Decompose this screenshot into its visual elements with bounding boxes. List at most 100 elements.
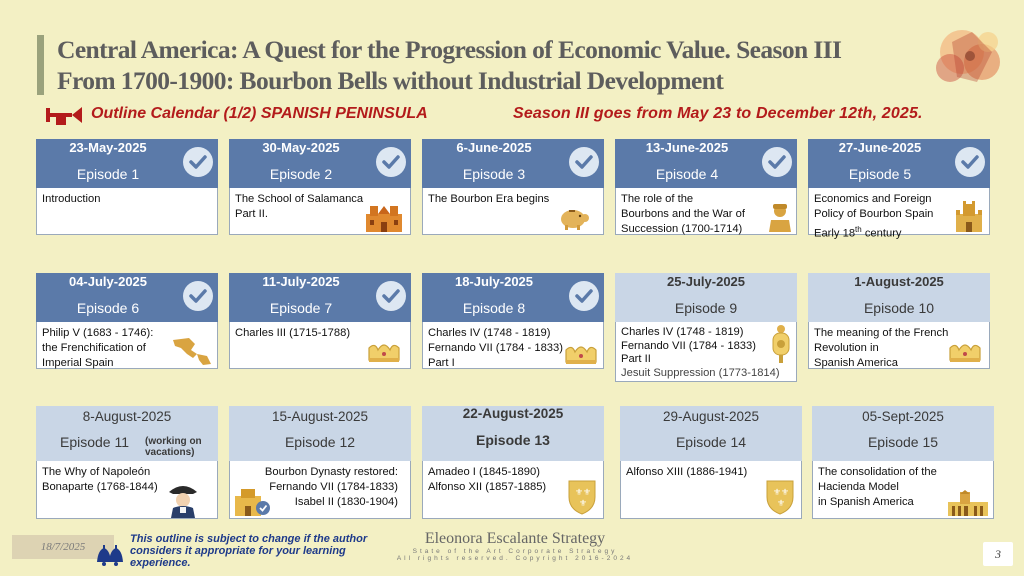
episode-number: Episode 9 xyxy=(674,300,738,316)
episode-card[interactable]: 05-Sept-2025 Episode 15 The consolidatio… xyxy=(812,406,994,519)
episode-description: Bourbon Dynasty restored: Fernando VII (… xyxy=(229,461,411,519)
episode-card[interactable]: 6-June-2025 Episode 3 The Bourbon Era be… xyxy=(422,139,604,235)
episode-card-header: 22-August-2025 Episode 13 xyxy=(422,406,604,461)
episode-card[interactable]: 8-August-2025 Episode 11 (working on vac… xyxy=(36,406,218,519)
outline-title: Outline Calendar (1/2) SPANISH PENINSULA xyxy=(91,105,428,122)
napoleon-icon xyxy=(169,486,197,518)
episode-description: Alfonso XIII (1886-1941) ⚜ ⚜ ⚜ xyxy=(620,461,802,519)
bells-icon xyxy=(97,545,123,566)
episode-card-header: 23-May-2025 Episode 1 xyxy=(36,139,218,188)
brand-block: Eleonora Escalante Strategy State of the… xyxy=(390,530,640,562)
hacienda-icon xyxy=(948,490,988,516)
episode-card-header: 15-August-2025 Episode 12 xyxy=(229,406,411,461)
episode-card-header: 6-June-2025 Episode 3 xyxy=(422,139,604,188)
episode-description: Economics and Foreign Policy of Bourbon … xyxy=(808,188,990,240)
herald-trumpet-icon xyxy=(46,107,82,125)
episode-number: Episode 14 xyxy=(675,434,747,450)
episode-card[interactable]: 23-May-2025 Episode 1 Introduction xyxy=(36,139,218,235)
episode-card[interactable]: 04-July-2025 Episode 6 Philip V (1683 - … xyxy=(36,273,218,369)
title-accent-bar xyxy=(37,35,44,95)
episode-card-header: 1-August-2025 Episode 10 xyxy=(808,273,990,322)
episode-number: Episode 5 xyxy=(848,166,912,182)
check-circle-icon xyxy=(762,147,792,177)
cathedral-icon xyxy=(366,206,402,232)
episode-date: 05-Sept-2025 xyxy=(862,409,944,424)
brand-tagline: State of the Art Corporate Strategy xyxy=(412,548,618,555)
check-circle-icon xyxy=(183,281,213,311)
disclaimer: This outline is subject to change if the… xyxy=(130,533,368,569)
episode-card-header: 8-August-2025 Episode 11 (working on vac… xyxy=(36,406,218,461)
svg-text:⚜: ⚜ xyxy=(583,488,591,498)
episode-card[interactable]: 13-June-2025 Episode 4 The role of the B… xyxy=(615,139,797,235)
episode-date: 27-June-2025 xyxy=(838,140,922,155)
episode-description: The Why of Napoleón Bonaparte (1768-1844… xyxy=(36,461,218,519)
episode-card[interactable]: 18-July-2025 Episode 8 Charles IV (1748 … xyxy=(422,273,604,369)
episode-description: Amadeo I (1845-1890) Alfonso XII (1857-1… xyxy=(422,461,604,519)
episode-number: Episode 3 xyxy=(462,166,526,182)
episode-card-header: 25-July-2025 Episode 9 xyxy=(615,273,797,322)
svg-text:⚜: ⚜ xyxy=(579,499,587,509)
episode-card-header: 11-July-2025 Episode 7 xyxy=(229,273,411,322)
crown-icon xyxy=(949,344,981,362)
episode-number: Episode 2 xyxy=(269,166,333,182)
episode-date: 25-July-2025 xyxy=(666,274,746,289)
episode-card-header: 18-July-2025 Episode 8 xyxy=(422,273,604,322)
episode-card[interactable]: 1-August-2025 Episode 10 The meaning of … xyxy=(808,273,990,369)
svg-text:⚜: ⚜ xyxy=(777,499,785,509)
check-circle-icon xyxy=(376,281,406,311)
title-line-2: From 1700-1900: Bourbon Bells without In… xyxy=(57,66,724,95)
episode-date: 30-May-2025 xyxy=(262,140,340,155)
copyright: All rights reserved. Copyright 2016-2024 xyxy=(396,555,634,562)
episode-date: 8-August-2025 xyxy=(82,409,172,424)
episode-number: Episode 1 xyxy=(76,166,140,182)
svg-text:⚜: ⚜ xyxy=(773,488,781,498)
episode-description: The consolidation of the Hacienda Model … xyxy=(812,461,994,519)
page-number: 3 xyxy=(983,542,1013,566)
soldier-icon xyxy=(769,204,791,232)
royal-emblem-icon xyxy=(772,325,790,363)
episode-card[interactable]: 30-May-2025 Episode 2 The School of Sala… xyxy=(229,139,411,235)
fleur-de-lis-shield-icon: ⚜ ⚜ ⚜ xyxy=(766,480,794,515)
episode-card[interactable]: 27-June-2025 Episode 5 Economics and For… xyxy=(808,139,990,240)
episode-card[interactable]: 29-August-2025 Episode 14 Alfonso XIII (… xyxy=(620,406,802,519)
episode-number: Episode 15 xyxy=(867,434,939,450)
svg-text:⚜: ⚜ xyxy=(575,488,583,498)
episode-number: Episode 10 xyxy=(863,300,935,316)
episode-description: Charles IV (1748 - 1819) Fernando VII (1… xyxy=(615,322,797,382)
check-circle-icon xyxy=(376,147,406,177)
episode-card[interactable]: 11-July-2025 Episode 7 Charles III (1715… xyxy=(229,273,411,369)
title-line-1: Central America: A Quest for the Progres… xyxy=(57,35,842,64)
episode-date: 22-August-2025 xyxy=(462,406,564,421)
piggy-bank-icon xyxy=(561,210,589,230)
episode-card-header: 05-Sept-2025 Episode 15 xyxy=(812,406,994,461)
episode-description: The School of Salamanca Part II. xyxy=(229,188,411,235)
episode-card[interactable]: 25-July-2025 Episode 9 Charles IV (1748 … xyxy=(615,273,797,382)
episode-card[interactable]: 22-August-2025 Episode 13 Amadeo I (1845… xyxy=(422,406,604,519)
episode-description: Philip V (1683 - 1746): the Frenchificat… xyxy=(36,322,218,369)
episode-description: The Bourbon Era begins xyxy=(422,188,604,235)
episode-card[interactable]: 15-August-2025 Episode 12 Bourbon Dynast… xyxy=(229,406,411,519)
episode-note: (working on vacations) xyxy=(145,436,202,458)
episode-card-header: 04-July-2025 Episode 6 xyxy=(36,273,218,322)
episode-number: Episode 8 xyxy=(462,300,526,316)
episode-card-header: 13-June-2025 Episode 4 xyxy=(615,139,797,188)
footer-date: 18/7/2025 xyxy=(12,535,114,559)
fleur-de-lis-shield-icon: ⚜ ⚜ ⚜ xyxy=(568,480,596,515)
episode-date: 15-August-2025 xyxy=(271,409,369,424)
episode-number: Episode 7 xyxy=(269,300,333,316)
episode-description: Charles III (1715-1788) xyxy=(229,322,411,369)
check-circle-icon xyxy=(955,147,985,177)
castle-icon xyxy=(956,201,982,232)
episode-description: Introduction xyxy=(36,188,218,235)
watercolor-illustration-icon xyxy=(936,30,1000,82)
episode-date: 29-August-2025 xyxy=(662,409,760,424)
episode-date: 11-July-2025 xyxy=(262,274,340,289)
episode-date: 1-August-2025 xyxy=(854,274,944,289)
crown-icon xyxy=(565,346,597,364)
episode-date: 13-June-2025 xyxy=(645,140,729,155)
episode-card-header: 27-June-2025 Episode 5 xyxy=(808,139,990,188)
episode-date: 18-July-2025 xyxy=(454,274,534,289)
episode-date: 23-May-2025 xyxy=(69,140,147,155)
episode-card-header: 30-May-2025 Episode 2 xyxy=(229,139,411,188)
page-title: Central America: A Quest for the Progres… xyxy=(57,34,937,96)
